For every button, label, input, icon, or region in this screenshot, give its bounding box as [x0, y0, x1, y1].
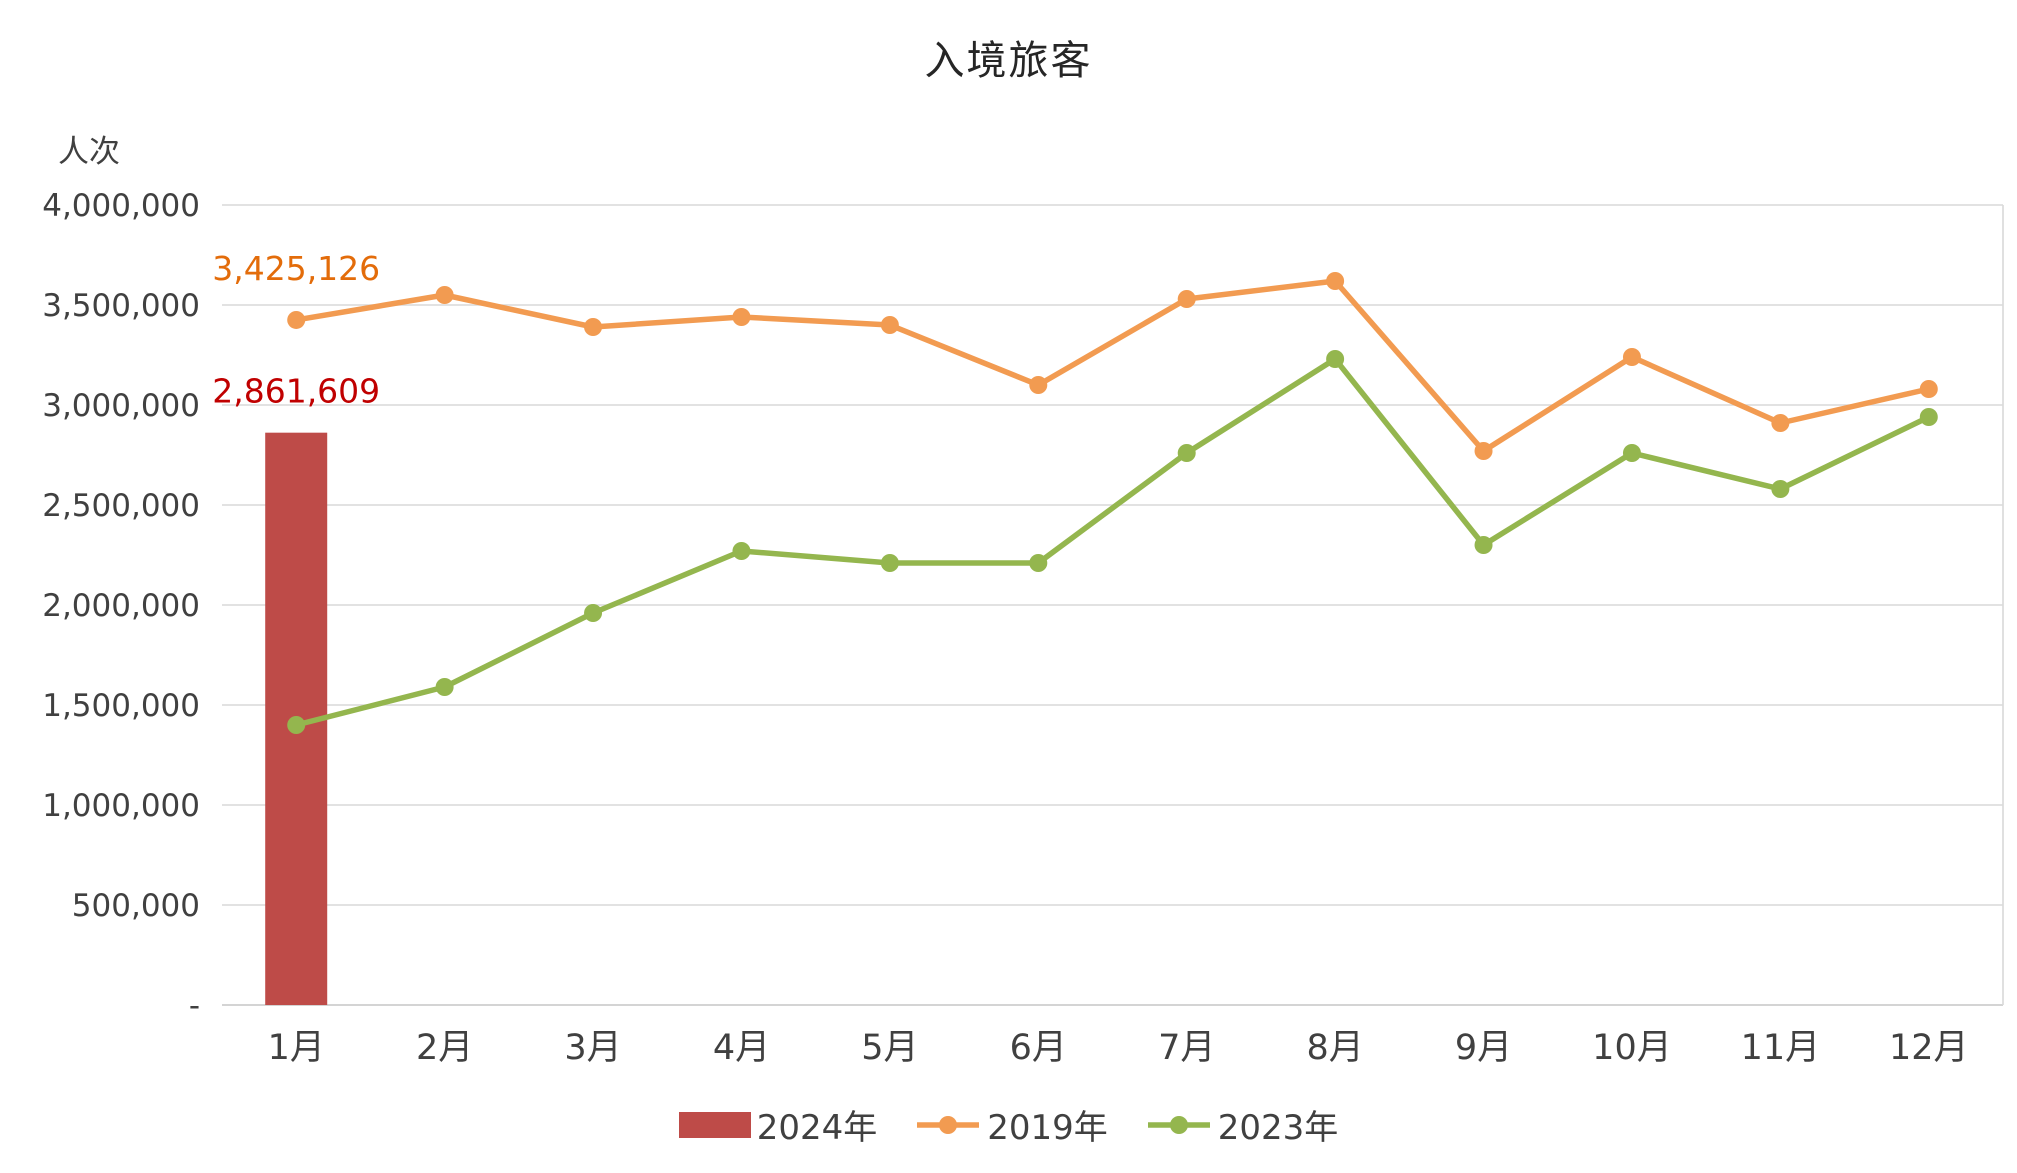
- point-2023年[interactable]: [1029, 554, 1048, 572]
- legend-item-2023年[interactable]: 2023年: [1146, 1100, 1339, 1149]
- y-tick-label: 3,000,000: [42, 388, 200, 424]
- chart-title: 入境旅客: [924, 38, 1093, 84]
- y-tick-label: 1,000,000: [42, 788, 200, 824]
- point-2023年[interactable]: [1771, 480, 1790, 498]
- point-2023年[interactable]: [880, 554, 899, 572]
- x-tick-label: 10月: [1592, 1028, 1672, 1068]
- y-axis-unit-label: 人次: [58, 134, 120, 170]
- data-label: 2,861,609: [212, 372, 380, 411]
- x-tick-label: 11月: [1741, 1028, 1821, 1068]
- legend-label: 2024年: [756, 1108, 878, 1148]
- point-2023年[interactable]: [1919, 408, 1938, 426]
- x-tick-label: 5月: [861, 1028, 918, 1068]
- point-2019年[interactable]: [1919, 380, 1938, 398]
- point-2019年[interactable]: [287, 310, 306, 329]
- point-2019年[interactable]: [732, 308, 751, 326]
- x-tick-label: 1月: [268, 1028, 325, 1068]
- legend-item-2024年[interactable]: 2024年: [678, 1100, 878, 1149]
- x-tick-label: 2月: [416, 1028, 473, 1068]
- point-2023年[interactable]: [1177, 444, 1196, 462]
- legend-line-swatch: [1147, 1115, 1210, 1134]
- y-tick-label: 2,000,000: [42, 588, 200, 624]
- legend-label: 2023年: [1217, 1108, 1339, 1148]
- y-tick-label: 3,500,000: [42, 288, 200, 324]
- line-2023年: [293, 356, 1932, 728]
- point-2019年[interactable]: [880, 316, 899, 334]
- legend-item-2019年[interactable]: 2019年: [915, 1100, 1108, 1149]
- y-tick-label: 4,000,000: [42, 188, 200, 224]
- point-2019年[interactable]: [1474, 442, 1493, 460]
- legend-bar-swatch: [678, 1111, 751, 1138]
- x-tick-label: 7月: [1158, 1028, 1215, 1068]
- x-tick-label: 4月: [713, 1028, 770, 1068]
- point-2023年[interactable]: [287, 716, 306, 734]
- legend-line-swatch: [917, 1115, 980, 1134]
- x-tick-label: 8月: [1306, 1028, 1363, 1068]
- x-tick-label: 9月: [1455, 1028, 1512, 1068]
- point-2023年[interactable]: [1326, 350, 1345, 368]
- point-2019年[interactable]: [1029, 376, 1048, 394]
- y-tick-label: 500,000: [72, 888, 200, 924]
- point-2019年[interactable]: [584, 318, 603, 336]
- data-label: 3,425,126: [212, 249, 380, 288]
- y-tick-label: -: [189, 988, 200, 1024]
- point-2023年[interactable]: [1622, 444, 1641, 462]
- point-2019年[interactable]: [435, 286, 454, 304]
- x-tick-label: 3月: [564, 1028, 621, 1068]
- x-tick-label: 6月: [1010, 1028, 1067, 1068]
- point-2023年[interactable]: [435, 678, 454, 696]
- point-2019年[interactable]: [1326, 272, 1345, 290]
- y-tick-label: 2,500,000: [42, 488, 200, 524]
- legend-label: 2019年: [987, 1108, 1108, 1148]
- y-tick-label: 1,500,000: [42, 688, 200, 724]
- point-2019年[interactable]: [1177, 290, 1196, 308]
- point-2023年[interactable]: [732, 542, 751, 560]
- chart-legend: 2024年 2019年 2023年: [0, 1100, 2017, 1149]
- point-2019年[interactable]: [1622, 348, 1641, 366]
- point-2023年[interactable]: [1474, 536, 1493, 554]
- x-tick-label: 12月: [1889, 1028, 1969, 1068]
- point-2019年[interactable]: [1771, 414, 1790, 432]
- point-2023年[interactable]: [584, 604, 603, 622]
- line-2019年: [293, 278, 1932, 454]
